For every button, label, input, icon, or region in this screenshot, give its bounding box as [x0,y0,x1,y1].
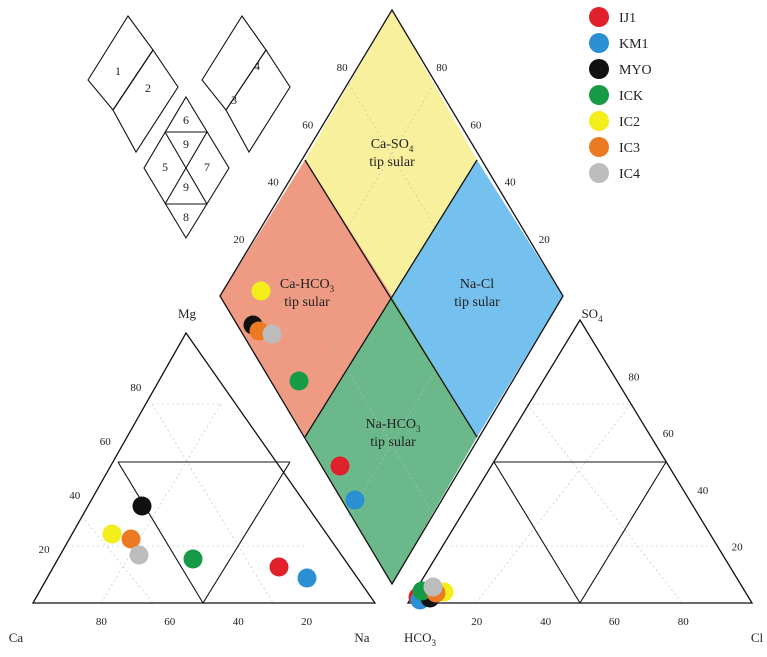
key-label: 5 [162,160,168,174]
cation-corner-ca: Ca [9,630,24,645]
diamond-left-tick: 60 [302,119,314,131]
legend: IJ1 KM1 MYO ICK IC2 IC3 IC4 [589,7,652,183]
cation-left-tick: 20 [39,544,51,556]
cation-left-tick: 60 [100,436,112,448]
cation-point-ic3 [121,529,141,549]
key-label: 3 [231,93,237,107]
key-label: 7 [204,160,210,174]
legend-marker-myo [589,59,609,79]
zone-label-na-cl: Na-Cl [460,277,494,292]
cation-point-km1 [297,568,317,588]
zone-sublabel-ca-hco3: tip sular [284,295,330,310]
zone-label-na-hco3: Na-HCO3 [365,417,421,434]
cation-bottom-tick: 60 [164,616,176,628]
data-points [102,281,454,610]
legend-marker-ick [589,85,609,105]
key-label: 4 [254,59,260,73]
anion-right-tick: 60 [663,428,675,440]
legend-marker-ic4 [589,163,609,183]
legend-label-ic4: IC4 [619,167,640,182]
diamond-right-tick: 40 [505,177,516,189]
anion-bottom-tick: 60 [609,616,621,628]
diamond-point-ic2 [251,281,271,301]
anion-right-tick: 40 [697,485,709,497]
cation-corner-mg: Mg [178,306,197,321]
anion-bottom-tick: 80 [678,616,690,628]
key-diagram [87,15,291,240]
legend-marker-ic3 [589,137,609,157]
cation-corner-na: Na [354,630,369,645]
cation-triangle [31,331,377,604]
cation-bottom-tick: 20 [301,616,313,628]
anion-corner-so4: SO4 [581,306,603,324]
cation-bottom-tick: 40 [233,616,245,628]
legend-label-myo: MYO [619,63,652,78]
cation-point-ic4 [129,545,149,565]
legend-label-km1: KM1 [619,37,649,52]
key-label: 6 [183,113,189,127]
anion-bottom-tick: 40 [540,616,552,628]
cation-point-myo [132,496,152,516]
legend-label-ic2: IC2 [619,115,640,130]
key-label: 1 [115,64,121,78]
diamond-left-tick: 80 [337,62,349,74]
diamond-gridlines [262,83,521,517]
cation-left-tick: 40 [69,490,81,502]
chart-text: 80 60 40 20 20 40 60 80 Ca Mg Na 20 40 60 80 20 40 60 80 HC… [9,59,764,648]
legend-marker-km1 [589,33,609,53]
legend-label-ij1: IJ1 [619,11,636,26]
diamond-right-tick: 80 [436,62,448,74]
diamond-right-tick: 60 [470,119,482,131]
key-label: 9 [183,137,189,151]
legend-marker-ij1 [589,7,609,27]
diamond-point-km1 [345,490,365,510]
legend-label-ick: ICK [619,89,643,104]
diamond-outline [219,8,564,586]
legend-label-ic3: IC3 [619,141,640,156]
cation-point-ick [183,549,203,569]
key-label: 9 [183,180,189,194]
anion-right-tick: 80 [628,372,640,384]
cation-point-ic2 [102,524,122,544]
cation-left-tick: 80 [130,382,142,394]
zone-ca-so4 [305,10,477,296]
zone-ca-hco3 [220,160,392,437]
diamond-divider-b [304,159,478,438]
zone-sublabel-ca-so4: tip sular [369,155,415,170]
cation-bottom-tick: 80 [96,616,108,628]
diamond-point-ick [289,371,309,391]
anion-corner-cl: Cl [751,630,764,645]
diamond-right-tick: 20 [539,234,551,246]
zone-sublabel-na-cl: tip sular [454,295,500,310]
anion-triangle [406,318,754,604]
diamond-point-ij1 [330,456,350,476]
anion-corner-hco3: HCO3 [404,630,436,648]
zone-label-ca-so4: Ca-SO4 [371,137,414,154]
anion-right-tick: 20 [732,541,744,553]
zone-label-ca-hco3: Ca-HCO3 [280,277,335,294]
diamond-point-ic4 [262,324,282,344]
anion-point-ic4 [423,577,443,597]
zone-sublabel-na-hco3: tip sular [370,435,416,450]
diamond-left-tick: 40 [268,177,280,189]
key-label: 2 [145,81,151,95]
cation-point-ij1 [269,557,289,577]
diamond-left-tick: 20 [233,234,245,246]
anion-bottom-tick: 20 [471,616,483,628]
key-label: 8 [183,210,189,224]
legend-marker-ic2 [589,111,609,131]
